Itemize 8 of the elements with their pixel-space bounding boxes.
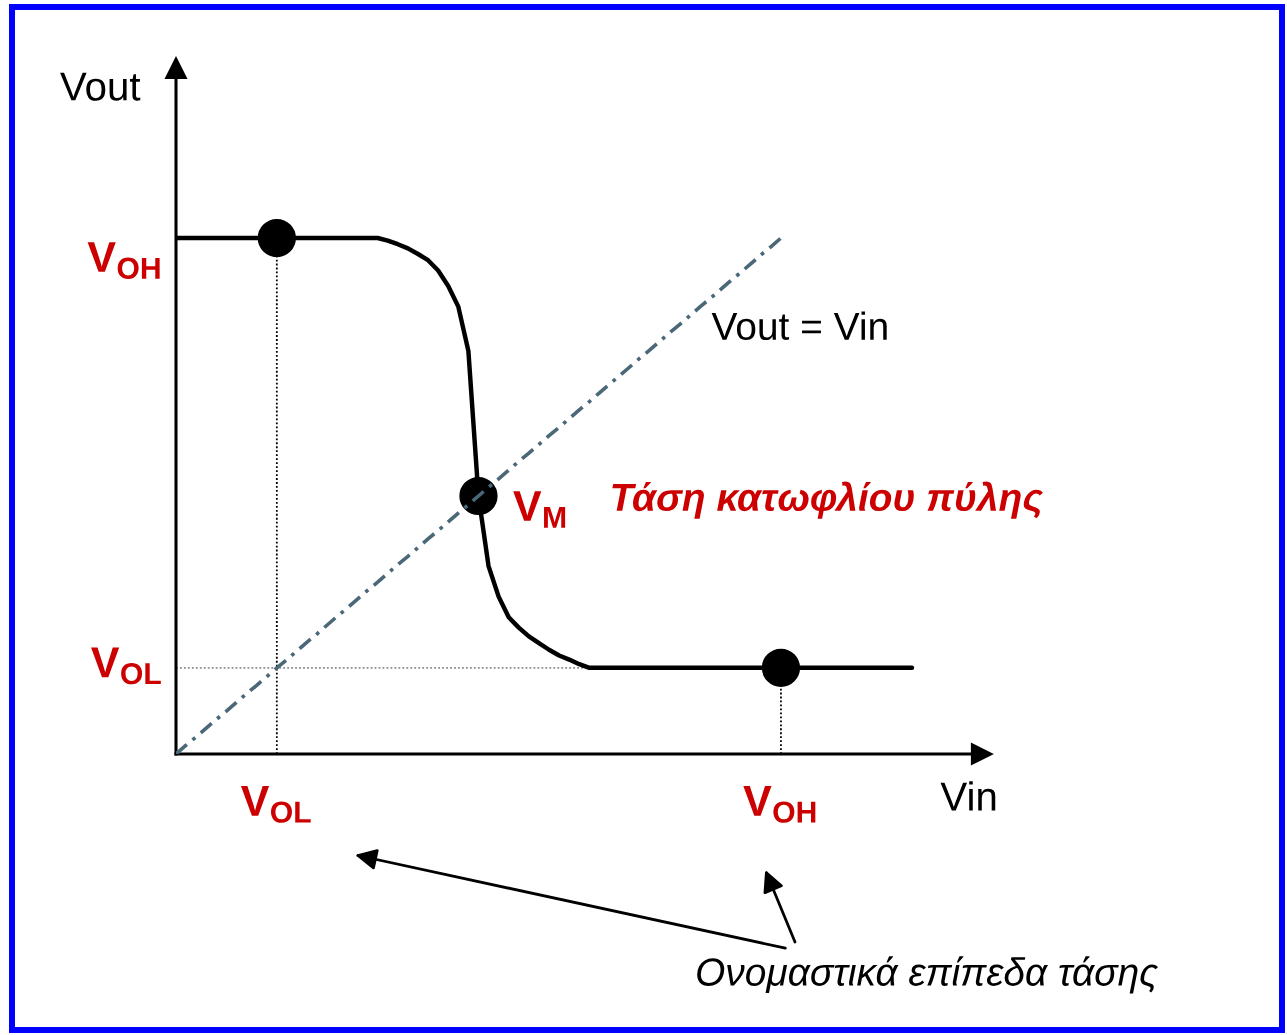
x-axis-title: Vin: [940, 781, 996, 811]
annotation: Τάση κατωφλίου πύλης: [612, 481, 1043, 519]
y-axis-title: Vout: [60, 72, 141, 101]
annotation: V$_{M}$: [513, 491, 566, 528]
series-label: Vout = Vin: [711, 311, 887, 341]
text: Ονομαστικά επίπεδα τάσης: [697, 956, 1158, 994]
text: V$_{OL}$: [91, 647, 161, 685]
text: V$_{OH}$: [87, 242, 160, 279]
